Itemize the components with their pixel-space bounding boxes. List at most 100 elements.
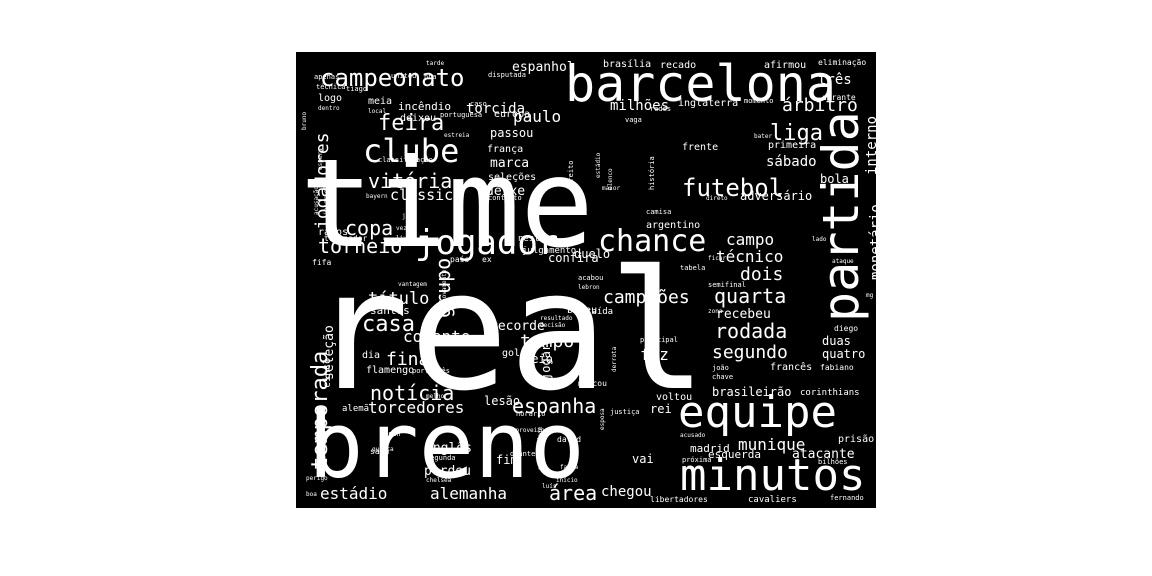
word-ramos: ramos [318, 227, 348, 238]
word-paulo: paulo [513, 107, 561, 126]
word-confira: confira [548, 251, 599, 265]
word-brasilia: brasília [603, 58, 651, 70]
word-acabou: acabou [578, 274, 603, 282]
word-contrato: contrato [488, 194, 522, 202]
word-esposa: esposa [599, 408, 606, 430]
word-horario: horário [516, 410, 546, 418]
word-tiago: tiago [346, 85, 367, 93]
word-vai: vai [632, 452, 654, 466]
word-frente: frente [682, 142, 718, 153]
word-adversario: adversário [740, 189, 812, 203]
word-direito: direito [567, 160, 575, 190]
word-zona: zona [708, 308, 723, 315]
word-quarta: quarta [714, 284, 786, 308]
word-rei: rei [650, 402, 672, 416]
word-area: área [549, 481, 597, 505]
word-recorde: recorde [490, 319, 545, 334]
word-quatro: quatro [822, 347, 865, 361]
word-duelo: duelo [574, 247, 610, 261]
word-estadio: estádio [320, 484, 387, 503]
word-selecoes: seleções [488, 172, 536, 183]
word-boa: boa [306, 491, 317, 498]
word-maior: maior [602, 185, 620, 192]
word-proxima: próxima [682, 456, 712, 464]
word-vitoria: vitória [368, 169, 452, 193]
word-acusacao: acusação [313, 186, 320, 215]
word-local: local [368, 108, 386, 115]
word-segundo: segundo [712, 342, 788, 363]
word-segunda: segunda [426, 454, 456, 462]
word-estadio2: estádio [595, 152, 602, 178]
word-mg: mg [866, 292, 874, 299]
word-bater: bater [754, 133, 772, 140]
word-time: time [300, 133, 594, 275]
word-barcelona: barcelona [565, 55, 836, 113]
word-tres: três [818, 72, 852, 88]
word-decisao: decisão [540, 322, 566, 329]
word-torneio: torneio [318, 234, 402, 258]
word-deixou: deixou [400, 113, 436, 124]
word-saiu: saiu [370, 447, 389, 456]
cloud-background [296, 52, 876, 508]
word-apenas: apenas [314, 73, 339, 81]
word-oportunidade: oportunidade [537, 426, 544, 470]
word-diante: diante [510, 450, 535, 458]
word-julgamento: julgamento [522, 246, 576, 256]
word-arbitro: árbitro [782, 95, 858, 116]
word-portuguesa: portuguesa [440, 111, 482, 119]
word-torcida: torcida [466, 101, 525, 117]
word-feira: feira [378, 111, 444, 136]
word-rodada: rodada [715, 319, 787, 343]
word-nba: nba [424, 73, 437, 81]
word-campeoes: campeões [603, 287, 690, 308]
word-aproveitou: aproveitou [512, 427, 549, 434]
word-passou: passou [490, 126, 533, 140]
word-vaga: vaga [625, 116, 642, 124]
word-tempo: tempo [520, 331, 574, 352]
word-historia: história [648, 156, 656, 190]
word-fez: fez [640, 345, 669, 364]
word-marcou: marcou [578, 379, 607, 388]
word-dois: dois [740, 264, 783, 285]
word-afirmou: afirmou [764, 60, 806, 71]
word-franca: frança [487, 144, 523, 155]
word-libertadores: libertadores [650, 495, 708, 504]
word-fifa: fifa [312, 258, 331, 267]
word-alema: alemã [342, 404, 369, 414]
word-incendio: incêndio [398, 100, 451, 113]
word-liga: liga [770, 121, 823, 146]
word-bilhoes: bilhões [818, 458, 848, 466]
word-resultado: resultado [540, 315, 573, 322]
word-europa: europa [494, 109, 530, 120]
word-casa: casa [362, 312, 415, 337]
word-meia: meia [368, 96, 392, 107]
word-lebron: lebron [578, 284, 600, 291]
word-jogar: jogar [539, 344, 553, 380]
word-acusado: acusado [680, 432, 706, 439]
word-flamengo: flamengo [366, 365, 414, 376]
word-united: united [391, 72, 416, 80]
word-quinta: quinta [372, 446, 394, 453]
word-ingles: inglês [425, 441, 472, 456]
word-atacante: atacante [792, 447, 855, 462]
word-copa: copa [345, 216, 393, 240]
word-clube: clube [363, 132, 459, 170]
word-madrid: madrid [690, 442, 730, 455]
word-jogador: jogador [415, 223, 558, 263]
word-temporada: temporada [308, 351, 333, 470]
word-inscricao: inscrição [323, 182, 330, 215]
word-joga: joga [402, 213, 417, 220]
word-titulo: título [368, 289, 429, 309]
word-voltou: voltou [656, 392, 692, 403]
word-dentro: dentro [318, 105, 340, 112]
word-alemanha: alemanha [430, 484, 507, 503]
word-real: real [310, 235, 707, 427]
word-vezes: vezes [396, 225, 414, 232]
word-tarde: tarde [426, 60, 444, 67]
word-gol: gol [502, 348, 520, 359]
word-disputada: disputada [488, 71, 526, 79]
word-sabado: sábado [766, 154, 817, 170]
word-munique: munique [738, 435, 805, 454]
